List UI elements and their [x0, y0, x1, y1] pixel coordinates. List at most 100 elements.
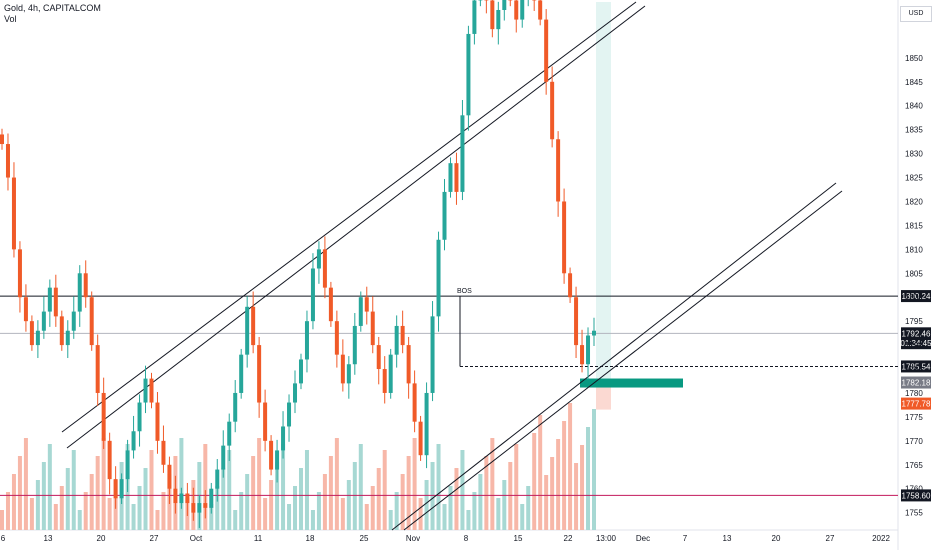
time-tick-label: 15 — [514, 534, 523, 543]
volume-bar — [42, 462, 46, 530]
candle-body — [448, 163, 452, 192]
candle-body — [275, 450, 279, 469]
volume-bar — [0, 510, 4, 530]
candle-body — [269, 441, 273, 470]
volume-bar — [60, 486, 64, 530]
candle-body — [185, 493, 189, 503]
candle-body — [12, 178, 16, 250]
time-tick-label: Dec — [636, 534, 650, 543]
candle-body — [96, 345, 100, 393]
candle-body — [407, 345, 411, 383]
candle-body — [365, 297, 369, 311]
volume-bar — [353, 462, 357, 530]
time-tick-label: 20 — [97, 534, 106, 543]
price-tick-label: 1850 — [905, 54, 923, 63]
volume-bar — [359, 444, 363, 530]
price-tick-label: 1840 — [905, 102, 923, 111]
currency-label[interactable]: USD — [900, 6, 932, 22]
volume-bar — [586, 427, 590, 530]
volume-bar — [138, 486, 142, 530]
candle-body — [90, 297, 94, 345]
volume-label: Vol — [4, 14, 101, 25]
volume-bar — [24, 438, 28, 530]
time-tick-label: 27 — [150, 534, 159, 543]
candle-body — [341, 355, 345, 384]
volume-bar — [389, 510, 393, 530]
candle-body — [287, 403, 291, 427]
time-tick-label: Nov — [406, 534, 420, 543]
volume-bar — [245, 474, 249, 530]
volume-bar — [526, 486, 530, 530]
volume-bar — [395, 492, 399, 530]
volume-bar — [239, 492, 243, 530]
time-tick-label: 20 — [772, 534, 781, 543]
candle-body — [335, 321, 339, 355]
candle-body — [413, 383, 417, 421]
price-tag-label: 1782.18 — [902, 379, 931, 388]
candle-body — [126, 450, 130, 479]
candle-body — [317, 249, 321, 268]
volume-bar — [155, 510, 159, 530]
volume-bar — [12, 474, 16, 530]
price-tick-label: 1770 — [905, 437, 923, 446]
time-tick-label: 11 — [254, 534, 263, 543]
candle-body — [120, 479, 124, 498]
volume-bar — [544, 475, 548, 530]
candle-body — [66, 331, 70, 345]
candle-body — [329, 288, 333, 322]
volume-bar — [568, 403, 572, 530]
volume-bar — [269, 480, 273, 530]
candle-body — [556, 139, 560, 201]
candle-body — [431, 316, 435, 393]
volume-bar — [538, 415, 542, 530]
time-tick-label: 7 — [683, 534, 688, 543]
volume-bar — [419, 498, 423, 530]
candle-body — [203, 503, 207, 508]
volume-bar — [532, 433, 536, 530]
candle-body — [389, 355, 393, 393]
price-tick-label: 1810 — [905, 245, 923, 254]
candle-body — [562, 201, 566, 273]
volume-bar — [311, 510, 315, 530]
volume-bar — [78, 510, 82, 530]
price-tick-label: 1755 — [905, 509, 923, 518]
candle-body — [239, 355, 243, 393]
candle-body — [472, 0, 476, 34]
candle-body — [215, 470, 219, 489]
candle-body — [580, 345, 584, 364]
candle-body — [155, 403, 159, 441]
candle-body — [460, 115, 464, 192]
volume-bar — [48, 444, 52, 530]
candle-body — [490, 0, 494, 29]
volume-bar — [413, 438, 417, 530]
volume-bar — [66, 468, 70, 530]
candle-body — [132, 431, 136, 450]
volume-bar — [329, 456, 333, 530]
volume-bar — [84, 492, 88, 530]
candle-body — [36, 331, 40, 345]
time-tick-label: 2022 — [872, 534, 890, 543]
volume-bar — [299, 468, 303, 530]
volume-bar — [454, 468, 458, 530]
price-tick-label: 1835 — [905, 126, 923, 135]
time-axis-background — [0, 530, 898, 550]
price-tick-label: 1775 — [905, 413, 923, 422]
candle-body — [42, 312, 46, 331]
candle-body — [227, 422, 231, 446]
volume-bar — [257, 438, 261, 530]
bos-label: BOS — [457, 288, 472, 295]
price-tick-label: 1760 — [905, 485, 923, 494]
candle-body — [72, 312, 76, 331]
candle-body — [173, 489, 177, 503]
volume-bar — [443, 504, 447, 530]
candle-body — [574, 297, 578, 345]
candle-body — [24, 297, 28, 321]
candle-body — [161, 441, 165, 465]
candle-body — [371, 312, 375, 346]
candle-body — [6, 144, 10, 178]
candle-body — [401, 326, 405, 345]
volume-bar — [460, 450, 464, 530]
candle-body — [293, 383, 297, 402]
